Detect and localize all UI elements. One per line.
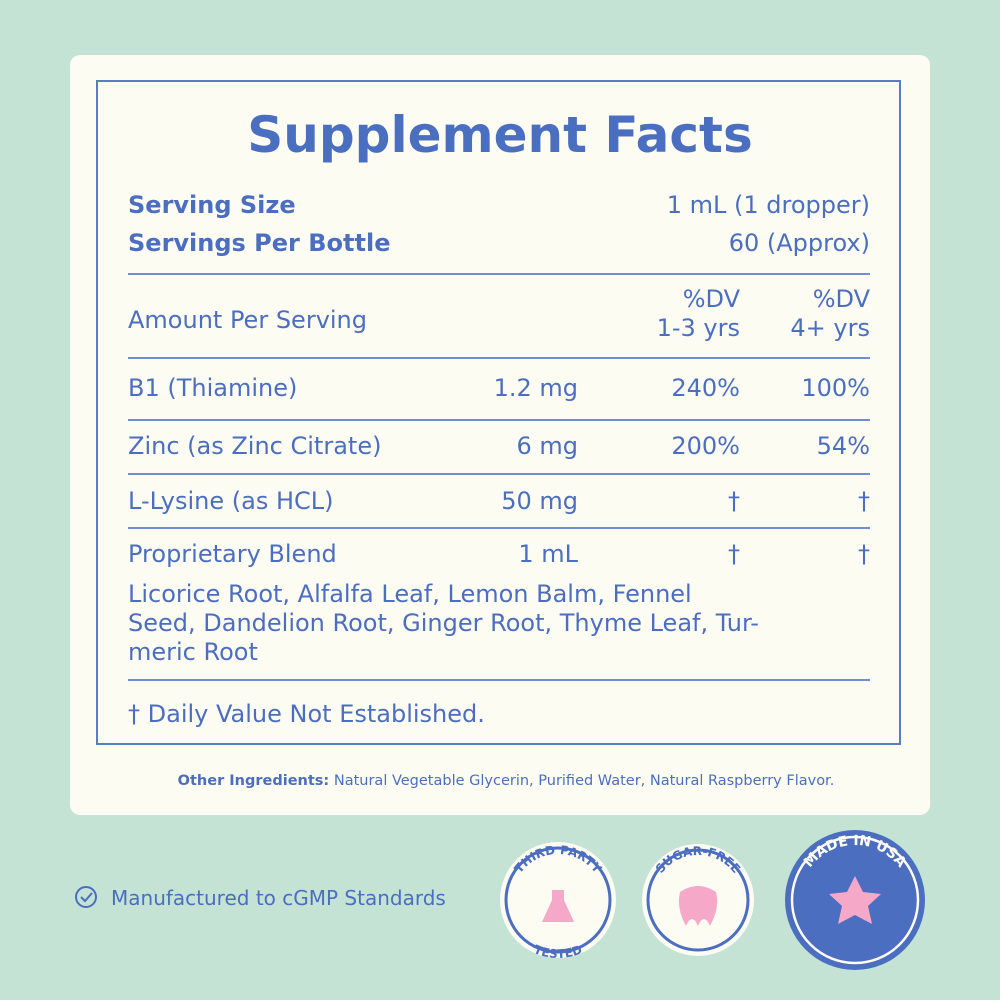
divider bbox=[128, 473, 870, 475]
header-dv: %DV bbox=[812, 285, 870, 313]
divider bbox=[128, 527, 870, 529]
check-icon bbox=[80, 892, 93, 903]
nutrient-name: L-Lysine (as HCL) bbox=[128, 487, 334, 515]
serving-value: 1 mL (1 dropper) bbox=[666, 191, 870, 219]
badge-ring bbox=[646, 848, 750, 952]
facts-border bbox=[96, 80, 901, 745]
badge-ring bbox=[790, 835, 920, 965]
badge-text: TESTED bbox=[532, 942, 584, 961]
blend-line: meric Root bbox=[128, 638, 258, 666]
dv-adult: † bbox=[858, 487, 870, 515]
nutrient-name: B1 (Thiamine) bbox=[128, 374, 298, 402]
dv-child: 200% bbox=[671, 432, 740, 460]
header-dv: %DV bbox=[682, 285, 740, 313]
divider bbox=[128, 679, 870, 681]
footnote: † Daily Value Not Established. bbox=[128, 700, 485, 728]
serving-value: 60 (Approx) bbox=[728, 229, 870, 257]
star-icon bbox=[829, 876, 881, 924]
check-icon bbox=[75, 886, 97, 908]
badge-ring bbox=[504, 846, 612, 954]
divider bbox=[128, 273, 870, 275]
dv-child: † bbox=[728, 540, 740, 568]
tooth-icon bbox=[678, 886, 718, 926]
divider bbox=[128, 357, 870, 359]
amount: 6 mg bbox=[516, 432, 578, 460]
nutrient-name: Proprietary Blend bbox=[128, 540, 337, 568]
dv-child: † bbox=[728, 487, 740, 515]
divider bbox=[128, 419, 870, 421]
title: Supplement Facts bbox=[247, 106, 753, 164]
dv-child: 240% bbox=[671, 374, 740, 402]
other-label: Other Ingredients: bbox=[177, 773, 330, 789]
header-dv: 4+ yrs bbox=[790, 314, 870, 342]
serving-label: Servings Per Bottle bbox=[128, 229, 391, 257]
header-amount: Amount Per Serving bbox=[128, 306, 368, 334]
blend-line: Licorice Root, Alfalfa Leaf, Lemon Balm,… bbox=[128, 580, 692, 608]
nutrient-name: Zinc (as Zinc Citrate) bbox=[128, 432, 382, 460]
amount: 50 mg bbox=[501, 487, 578, 515]
other-ingredients: Other Ingredients: Natural Vegetable Gly… bbox=[0, 771, 1000, 791]
blend-line: Seed, Dandelion Root, Ginger Root, Thyme… bbox=[128, 609, 759, 637]
card bbox=[70, 55, 930, 815]
dv-adult: 100% bbox=[801, 374, 870, 402]
header-dv: 1-3 yrs bbox=[656, 314, 740, 342]
amount: 1 mL bbox=[518, 540, 578, 568]
flask-icon bbox=[542, 890, 574, 922]
manufactured: Manufactured to cGMP Standards bbox=[111, 886, 446, 910]
serving-label: Serving Size bbox=[128, 191, 296, 219]
badge-text: TESTED bbox=[532, 942, 584, 961]
dv-adult: 54% bbox=[816, 432, 870, 460]
amount: 1.2 mg bbox=[493, 374, 578, 402]
dv-adult: † bbox=[858, 540, 870, 568]
other-text: Natural Vegetable Glycerin, Purified Wat… bbox=[333, 773, 835, 789]
